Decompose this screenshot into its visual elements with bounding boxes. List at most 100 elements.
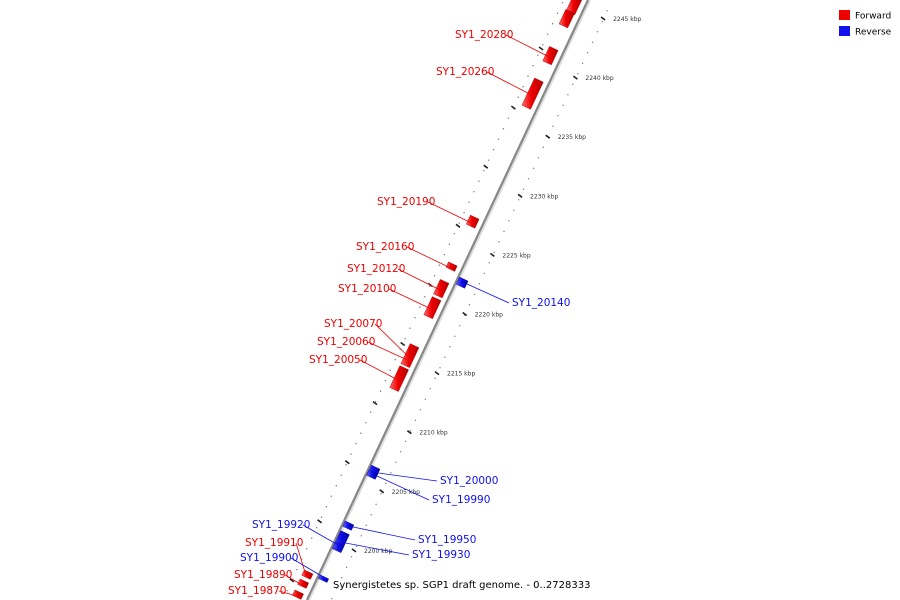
rail-dot xyxy=(345,464,347,466)
gene-label-SY1_19900[interactable]: SY1_19900 xyxy=(240,552,298,564)
tick-mark xyxy=(572,75,578,80)
gene-label-SY1_19870[interactable]: SY1_19870 xyxy=(228,585,286,597)
rail-dot xyxy=(414,419,417,421)
gene-block-SY1_20160[interactable] xyxy=(445,261,458,272)
rail-dot xyxy=(379,390,382,392)
rail-dot xyxy=(468,201,470,203)
rail-dot xyxy=(394,359,396,361)
leader-SY1_19910 xyxy=(295,542,307,577)
rail-dot xyxy=(331,598,333,600)
gene-block-SY1_20070[interactable] xyxy=(400,343,420,368)
gene-label-SY1_20140[interactable]: SY1_20140 xyxy=(512,297,570,309)
leader-SY1_20120 xyxy=(397,268,441,291)
rail-dot xyxy=(478,180,480,182)
rail-dot xyxy=(444,356,446,358)
rail-dot xyxy=(473,191,475,193)
gene-block-SY1_20100[interactable] xyxy=(423,296,442,319)
gene-label-SY1_20190[interactable]: SY1_20190 xyxy=(377,196,435,208)
legend-label-forward: Forward xyxy=(855,12,891,22)
rail-dot xyxy=(438,264,441,266)
tick-label: 2200 kbp xyxy=(364,548,392,555)
legend-swatch-reverse xyxy=(839,26,850,36)
rail-dot xyxy=(360,432,362,434)
tick-label: 2235 kbp xyxy=(558,134,586,141)
gene-label-SY1_20160[interactable]: SY1_20160 xyxy=(356,241,414,253)
gene-block-SY1_20120[interactable] xyxy=(433,279,450,299)
leader-SY1_20280 xyxy=(505,34,550,58)
rail-dot xyxy=(286,590,288,592)
gene-block-SY1_19910[interactable] xyxy=(301,569,314,580)
minor-tick xyxy=(538,46,544,51)
rail-dot xyxy=(518,199,520,201)
leader-SY1_20140 xyxy=(466,283,510,304)
rail-dot xyxy=(454,335,456,337)
gene-label-SY1_20260[interactable]: SY1_20260 xyxy=(436,66,494,78)
rail-dot xyxy=(424,296,426,298)
gene-block-SY1_20260[interactable] xyxy=(521,77,544,110)
rail-dot xyxy=(459,325,461,327)
gene-label-SY1_19950[interactable]: SY1_19950 xyxy=(418,534,476,546)
minor-tick xyxy=(400,341,406,347)
rail-dot xyxy=(551,23,554,25)
gene-label-SY1_20060[interactable]: SY1_20060 xyxy=(317,336,375,348)
rail-dot xyxy=(547,33,549,35)
gene-block-SY1_19990[interactable] xyxy=(366,469,379,480)
rail-dot xyxy=(493,251,495,253)
minor-tick xyxy=(344,460,350,465)
rail-dot xyxy=(542,146,544,148)
legend-swatch-forward xyxy=(839,10,850,20)
gene-label-SY1_20050[interactable]: SY1_20050 xyxy=(309,354,367,366)
gene-block-SY1_20190[interactable] xyxy=(465,214,480,229)
rail-dot xyxy=(527,75,529,77)
rail-dot xyxy=(355,443,357,445)
rail-dot xyxy=(488,262,490,264)
gene-block-SY1_20050[interactable] xyxy=(389,365,409,392)
tick-mark xyxy=(545,134,551,139)
rail-dot xyxy=(483,272,485,274)
rail-dot xyxy=(606,10,608,12)
rail-dot xyxy=(424,398,426,400)
gene-block-SY1_19890[interactable] xyxy=(297,578,309,589)
legend-label-reverse: Reverse xyxy=(855,28,892,38)
tick-label: 2205 kbp xyxy=(392,489,420,496)
gene-block-top-2[interactable] xyxy=(558,9,575,29)
gene-block-SY1_20140[interactable] xyxy=(455,276,469,289)
rail-dot xyxy=(502,128,505,130)
tick-mark xyxy=(600,16,606,21)
gene-label-SY1_20070[interactable]: SY1_20070 xyxy=(324,318,382,330)
gene-label-SY1_19990[interactable]: SY1_19990 xyxy=(432,494,490,506)
gene-label-SY1_20120[interactable]: SY1_20120 xyxy=(347,263,405,275)
minor-tick xyxy=(483,164,489,169)
gene-label-SY1_19910[interactable]: SY1_19910 xyxy=(245,537,303,549)
gene-label-SY1_19890[interactable]: SY1_19890 xyxy=(234,569,292,581)
rail-dot xyxy=(330,495,332,497)
gene-label-SY1_20100[interactable]: SY1_20100 xyxy=(338,283,396,295)
gene-block-SY1_19870[interactable] xyxy=(292,589,304,600)
rail-dot xyxy=(385,482,387,484)
rail-dot xyxy=(419,306,421,308)
gene-block-SY1_19950[interactable] xyxy=(342,520,355,531)
rail-dot xyxy=(433,275,436,277)
rail-dot xyxy=(395,461,397,463)
leader-SY1_20190 xyxy=(427,201,472,224)
gene-block-SY1_19900[interactable] xyxy=(318,574,329,583)
tick-label: 2240 kbp xyxy=(585,75,613,82)
rail-dot xyxy=(419,409,422,411)
axis-ticks xyxy=(289,16,606,583)
gene-block-SY1_20280[interactable] xyxy=(542,46,559,66)
gene-label-SY1_20000[interactable]: SY1_20000 xyxy=(440,475,498,487)
gene-label-SY1_20280[interactable]: SY1_20280 xyxy=(455,29,513,41)
rail-dot xyxy=(365,422,367,424)
rail-dot xyxy=(355,545,358,547)
rail-dot xyxy=(537,54,539,56)
rail-dot xyxy=(498,241,500,243)
rail-dot xyxy=(478,283,481,285)
rail-dot xyxy=(488,159,490,161)
gene-block-SY1_19920[interactable] xyxy=(332,541,345,552)
rail-dot xyxy=(473,293,476,295)
rail-dot xyxy=(360,535,362,537)
gene-label-SY1_19920[interactable]: SY1_19920 xyxy=(252,519,310,531)
gene-label-SY1_19930[interactable]: SY1_19930 xyxy=(412,549,470,561)
leader-SY1_20060 xyxy=(367,341,408,361)
